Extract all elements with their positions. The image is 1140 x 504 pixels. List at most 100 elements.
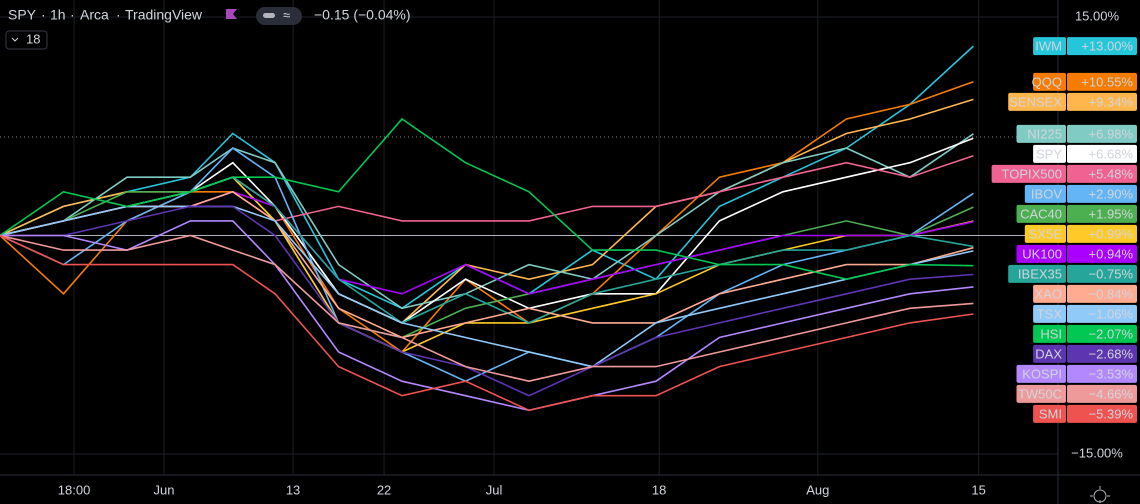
legend-label: QQQ — [1032, 74, 1062, 89]
value-label: +0.99% — [1089, 226, 1134, 241]
legend-label: DAX — [1035, 346, 1062, 361]
tag-value-box — [1067, 144, 1137, 163]
tag-value-box — [1067, 324, 1137, 343]
tag-value-box — [1067, 92, 1137, 111]
legend-label: TOPIX500 — [1002, 166, 1062, 181]
tag-name-box — [1016, 384, 1066, 403]
tag-value-box — [1067, 124, 1137, 143]
value-label: +5.48% — [1089, 166, 1134, 181]
value-label: −1.06% — [1089, 306, 1134, 321]
tag-name-box — [1033, 72, 1066, 91]
x-tick-label: 18 — [652, 482, 666, 497]
value-label: +0.94% — [1089, 246, 1134, 261]
value-label: +1.95% — [1089, 206, 1134, 221]
separator: · — [41, 7, 46, 23]
separator: · — [116, 7, 121, 23]
tag-value-box — [1067, 264, 1137, 283]
series-tag: CAC40 +1.95% — [1016, 204, 1137, 223]
tag-value-box — [1067, 304, 1137, 323]
tag-name-box — [1024, 224, 1066, 243]
x-tick-label: 18:00 — [58, 482, 91, 497]
value-label: −2.07% — [1089, 326, 1134, 341]
series-tag: SMI −5.39% — [1033, 404, 1137, 423]
lines — [0, 45, 974, 412]
legend-label: SPY — [1036, 146, 1062, 161]
x-tick-label: Aug — [806, 482, 829, 497]
value-label: −2.68% — [1089, 346, 1134, 361]
tag-name-box — [1016, 124, 1066, 143]
legend-label: KOSPI — [1022, 366, 1062, 381]
legend-label: XAO — [1035, 286, 1062, 301]
value-label: −0.84% — [1089, 286, 1134, 301]
y-tick-label: −15.00% — [1071, 445, 1123, 460]
series-line — [0, 205, 974, 368]
legend-label: HSI — [1040, 326, 1062, 341]
tag-value-box — [1067, 37, 1137, 56]
symbol[interactable]: SPY — [8, 7, 37, 23]
value-label: −0.75% — [1089, 266, 1134, 281]
x-tick-label: 15 — [971, 482, 985, 497]
tag-name-box — [1033, 404, 1066, 423]
tag-name-box — [1033, 37, 1066, 56]
value-label: +6.68% — [1089, 146, 1134, 161]
legend-label: IWM — [1035, 39, 1062, 54]
tag-value-box — [1067, 72, 1137, 91]
legend-label: SENSEX — [1009, 94, 1062, 109]
legend-label: UK100 — [1022, 246, 1062, 261]
series-tag: TOPIX500 +5.48% — [991, 164, 1137, 183]
header: SPY · 1h · Arca · TradingView ≈ −0.15 (−… — [5, 7, 411, 50]
y-tick-label: 15.00% — [1075, 8, 1120, 23]
value-label: −4.66% — [1089, 386, 1134, 401]
tag-value-box — [1067, 164, 1137, 183]
indicator-count: 18 — [26, 31, 40, 46]
tag-value-box — [1067, 244, 1137, 263]
legend-label: SX5E — [1029, 226, 1063, 241]
toggle-icon: ≈ — [283, 7, 290, 22]
tag-name-box — [1008, 92, 1066, 111]
tag-name-box — [1033, 344, 1066, 363]
series-tag: SX5E +0.99% — [1024, 224, 1137, 243]
flag-icon[interactable] — [226, 9, 237, 19]
separator: · — [70, 7, 75, 23]
series-tag: TW50C −4.66% — [1016, 384, 1137, 403]
series-line — [0, 176, 974, 339]
series-line — [0, 220, 974, 412]
series-tag: SENSEX +9.34% — [1008, 92, 1137, 111]
value-label: +9.34% — [1089, 94, 1134, 109]
tag-value-box — [1067, 204, 1137, 223]
series-tag: NI225 +6.98% — [1016, 124, 1137, 143]
chevron-icon — [11, 37, 19, 42]
legend-label: IBOV — [1031, 186, 1062, 201]
legend-label: IBEX35 — [1018, 266, 1062, 281]
legend-label: CAC40 — [1020, 206, 1062, 221]
series-tag: KOSPI −3.53% — [1016, 364, 1137, 383]
tag-value-box — [1067, 384, 1137, 403]
series-tag: HSI −2.07% — [1033, 324, 1137, 343]
value-label: +2.90% — [1089, 186, 1134, 201]
tag-name-box — [1024, 184, 1066, 203]
change: −0.15 (−0.04%) — [314, 7, 411, 23]
interval[interactable]: 1h — [50, 7, 66, 23]
tag-name-box — [1016, 204, 1066, 223]
series-tag: TSX −1.06% — [1033, 304, 1137, 323]
tag-value-box — [1067, 364, 1137, 383]
tag-name-box — [1033, 324, 1066, 343]
tag-value-box — [1067, 284, 1137, 303]
legend-label: TW50C — [1018, 386, 1062, 401]
series-tag: IBEX35 −0.75% — [1008, 264, 1137, 283]
tag-name-box — [1033, 284, 1066, 303]
exchange: Arca — [80, 7, 109, 23]
x-tick-label: 13 — [286, 482, 300, 497]
series-line — [0, 234, 974, 412]
series-tag: IBOV +2.90% — [1024, 184, 1137, 203]
visibility-toggle[interactable] — [256, 7, 302, 25]
toggle-icon — [263, 13, 275, 18]
x-tick-label: Jun — [154, 482, 175, 497]
x-tick-label: Jul — [486, 482, 503, 497]
indicator-counter[interactable] — [5, 30, 48, 50]
legend-label: NI225 — [1027, 126, 1062, 141]
settings-icon[interactable] — [1090, 486, 1110, 503]
